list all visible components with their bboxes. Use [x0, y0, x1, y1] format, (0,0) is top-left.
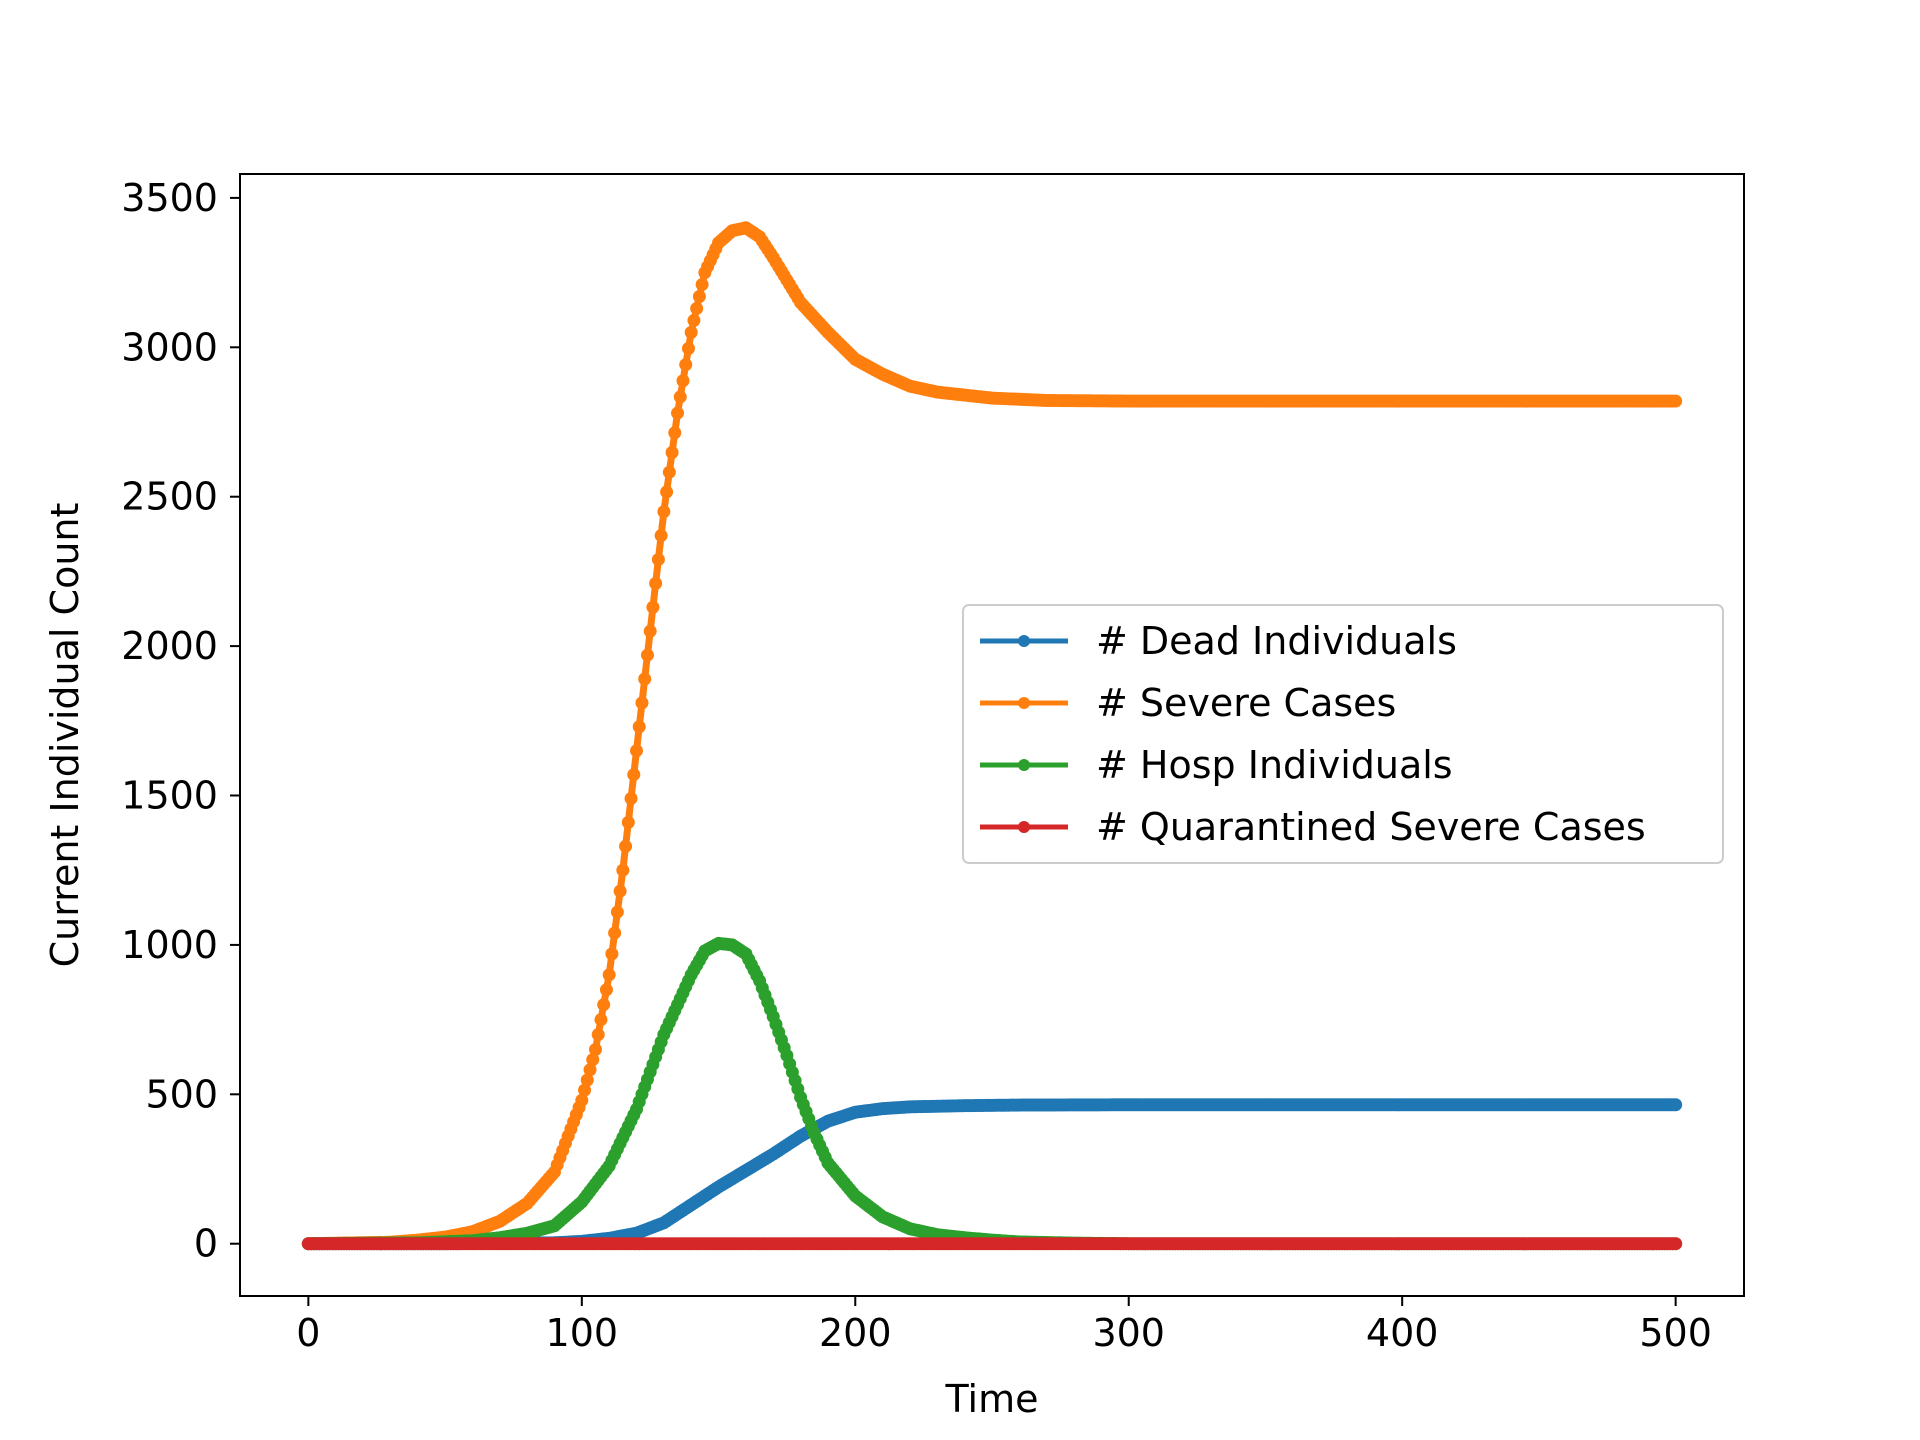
legend-item: # Quarantined Severe Cases [980, 805, 1646, 849]
legend-swatch-marker [1018, 697, 1030, 709]
data-point [578, 1083, 592, 1097]
y-axis: 0 500 1000 1500 2000 2500 3000 3500 [121, 176, 240, 1266]
data-point [591, 1028, 605, 1042]
series-severe-cases [301, 221, 1683, 1251]
x-tick-label: 500 [1639, 1311, 1712, 1355]
data-point [651, 552, 665, 566]
y-tick-label: 1500 [121, 774, 218, 818]
series-quarantined-severe-cases [301, 1237, 1683, 1251]
legend-swatch-marker [1018, 635, 1030, 647]
data-point [662, 465, 676, 479]
x-tick-label: 400 [1366, 1311, 1439, 1355]
data-point [588, 1042, 602, 1056]
data-point [627, 768, 641, 782]
data-point [583, 1063, 597, 1077]
series-layer [301, 221, 1683, 1251]
data-point [668, 426, 682, 440]
data-point [624, 792, 638, 805]
y-tick-label: 3500 [121, 176, 218, 220]
data-point [643, 624, 657, 638]
x-tick-label: 100 [546, 1311, 619, 1355]
y-tick-label: 1000 [121, 923, 218, 967]
data-point [676, 374, 690, 388]
data-point [657, 505, 671, 519]
legend-item: # Dead Individuals [980, 619, 1457, 663]
data-point [665, 445, 679, 459]
data-point [610, 905, 624, 919]
data-point [621, 815, 635, 829]
data-point [575, 1093, 589, 1107]
data-point [597, 998, 611, 1012]
data-point [632, 720, 646, 734]
legend-label: # Severe Cases [1096, 681, 1396, 725]
data-point [608, 926, 622, 940]
data-point [635, 696, 649, 710]
x-axis: 0 100 200 300 400 500 [296, 1296, 1712, 1355]
data-point [586, 1053, 600, 1067]
legend: # Dead Individuals # Severe Cases # Hosp I… [962, 604, 1724, 864]
data-point [638, 672, 652, 686]
x-tick-label: 0 [296, 1311, 320, 1355]
y-tick-label: 500 [145, 1072, 218, 1116]
legend-label: # Quarantined Severe Cases [1096, 805, 1646, 849]
y-tick-label: 3000 [121, 325, 218, 369]
data-point [594, 1013, 608, 1027]
data-point [1669, 1237, 1683, 1251]
data-point [649, 576, 663, 590]
data-point [640, 648, 654, 662]
data-point [673, 390, 687, 404]
data-point [687, 313, 701, 327]
x-axis-label: Time [945, 1377, 1039, 1421]
data-point [695, 278, 709, 292]
data-point [684, 325, 698, 339]
data-point [580, 1073, 594, 1087]
legend-label: # Dead Individuals [1096, 619, 1457, 663]
data-point [605, 947, 619, 961]
legend-swatch-marker [1018, 821, 1030, 833]
x-tick-label: 200 [819, 1311, 892, 1355]
data-point [599, 983, 613, 997]
axes-frame [239, 173, 1745, 1297]
data-point [646, 600, 660, 614]
y-tick-label: 2000 [121, 624, 218, 668]
data-point [679, 358, 693, 372]
legend-item: # Severe Cases [980, 681, 1396, 725]
data-point [654, 529, 668, 543]
legend-box [962, 604, 1724, 864]
data-point [619, 839, 633, 853]
data-point [692, 290, 706, 304]
data-point [616, 863, 630, 877]
legend-swatch-marker [1018, 759, 1030, 771]
data-point [602, 968, 616, 982]
data-point [613, 884, 627, 898]
data-point [671, 406, 685, 420]
y-axis-label: Current Individual Count [43, 503, 87, 968]
data-point [681, 342, 695, 355]
y-tick-label: 0 [194, 1222, 218, 1266]
data-point [1669, 1098, 1683, 1112]
data-point [1669, 394, 1683, 408]
data-point [660, 485, 674, 499]
x-tick-label: 300 [1092, 1311, 1165, 1355]
data-point [630, 744, 644, 758]
legend-label: # Hosp Individuals [1096, 743, 1453, 787]
legend-items: # Dead Individuals # Severe Cases # Hosp I… [980, 619, 1646, 849]
legend-item: # Hosp Individuals [980, 743, 1453, 787]
data-point [690, 301, 704, 315]
plot-area [239, 173, 1745, 1297]
y-tick-label: 2500 [121, 475, 218, 519]
